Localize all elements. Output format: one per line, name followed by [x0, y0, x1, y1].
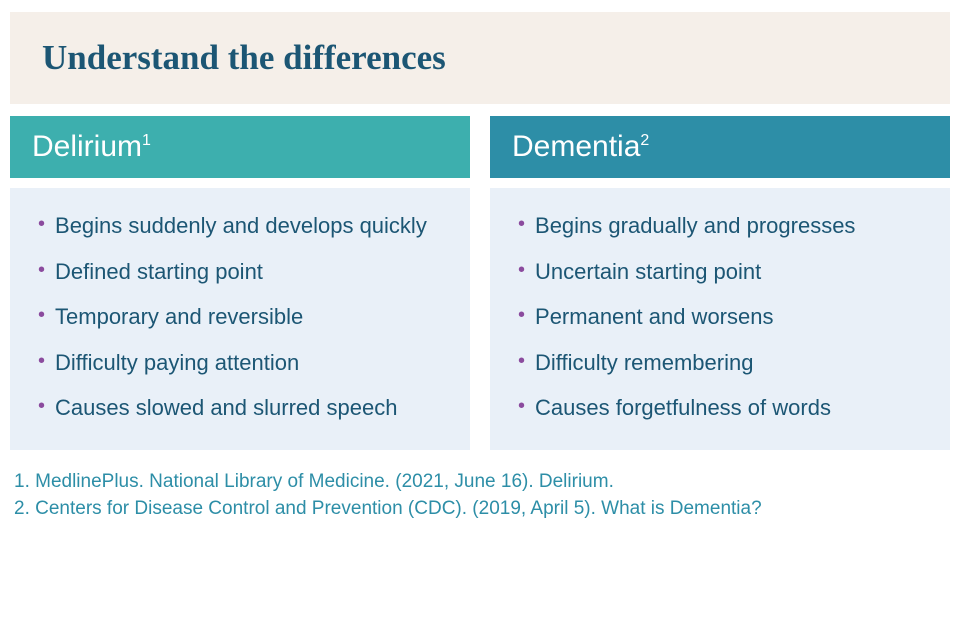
citation-2: 2. Centers for Disease Control and Preve…	[14, 495, 946, 523]
bullet-icon: •	[38, 258, 45, 283]
item-text: Begins gradually and progresses	[535, 212, 855, 240]
item-text: Causes slowed and slurred speech	[55, 394, 397, 422]
list-item: • Difficulty paying attention	[38, 349, 442, 377]
column-header-dementia: Dementia2	[490, 116, 950, 178]
item-text: Difficulty remembering	[535, 349, 753, 377]
list-item: • Temporary and reversible	[38, 303, 442, 331]
citations: 1. MedlinePlus. National Library of Medi…	[10, 468, 950, 523]
bullet-icon: •	[518, 212, 525, 237]
bullet-icon: •	[38, 303, 45, 328]
column-body-dementia: • Begins gradually and progresses • Unce…	[490, 188, 950, 450]
column-delirium: Delirium1 • Begins suddenly and develops…	[10, 116, 470, 450]
list-item: • Begins gradually and progresses	[518, 212, 922, 240]
list-item: • Uncertain starting point	[518, 258, 922, 286]
item-text: Defined starting point	[55, 258, 263, 286]
list-item: • Causes forgetfulness of words	[518, 394, 922, 422]
page-title: Understand the differences	[42, 38, 918, 78]
list-item: • Difficulty remembering	[518, 349, 922, 377]
list-item: • Causes slowed and slurred speech	[38, 394, 442, 422]
bullet-icon: •	[518, 349, 525, 374]
list-item: • Begins suddenly and develops quickly	[38, 212, 442, 240]
column-header-label: Dementia	[512, 130, 640, 163]
bullet-icon: •	[38, 349, 45, 374]
item-text: Uncertain starting point	[535, 258, 761, 286]
bullet-icon: •	[38, 394, 45, 419]
column-header-delirium: Delirium1	[10, 116, 470, 178]
citation-1: 1. MedlinePlus. National Library of Medi…	[14, 468, 946, 496]
column-header-sup: 2	[640, 132, 649, 149]
title-bar: Understand the differences	[10, 12, 950, 104]
bullet-icon: •	[518, 303, 525, 328]
column-dementia: Dementia2 • Begins gradually and progres…	[490, 116, 950, 450]
column-header-label: Delirium	[32, 130, 142, 163]
item-text: Causes forgetfulness of words	[535, 394, 831, 422]
item-text: Difficulty paying attention	[55, 349, 299, 377]
column-header-sup: 1	[142, 132, 151, 149]
comparison-columns: Delirium1 • Begins suddenly and develops…	[10, 116, 950, 450]
item-text: Permanent and worsens	[535, 303, 773, 331]
list-item: • Defined starting point	[38, 258, 442, 286]
column-body-delirium: • Begins suddenly and develops quickly •…	[10, 188, 470, 450]
bullet-icon: •	[518, 258, 525, 283]
list-item: • Permanent and worsens	[518, 303, 922, 331]
item-text: Begins suddenly and develops quickly	[55, 212, 427, 240]
bullet-icon: •	[518, 394, 525, 419]
item-text: Temporary and reversible	[55, 303, 303, 331]
bullet-icon: •	[38, 212, 45, 237]
